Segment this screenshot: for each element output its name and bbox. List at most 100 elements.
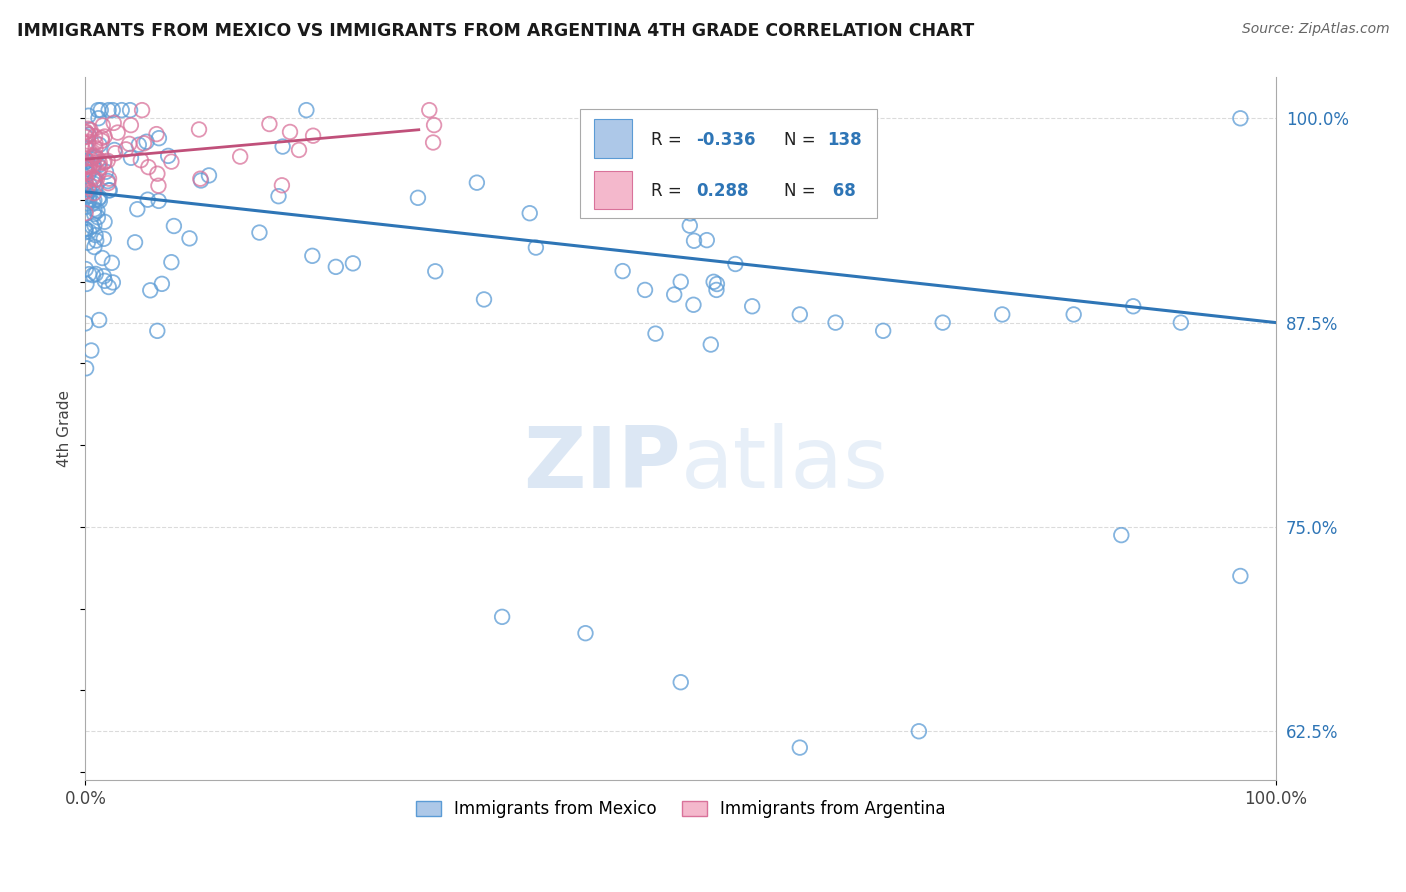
Point (120, 151, 142, 165)
Point (82, 268, 104, 282)
Point (83, 149, 105, 163)
Point (93, 154, 115, 169)
Point (706, 277, 728, 291)
Point (138, 160, 160, 174)
Point (679, 219, 702, 233)
Point (82, 151, 104, 165)
Text: -0.336: -0.336 (696, 130, 755, 149)
Point (706, 283, 728, 297)
Point (75, 130, 97, 145)
Point (132, 136, 155, 151)
Point (139, 283, 162, 297)
Point (129, 153, 152, 168)
Point (79, 188, 101, 202)
Text: 68: 68 (827, 182, 856, 200)
Point (82, 171, 104, 186)
Point (146, 324, 169, 338)
Point (86, 203, 108, 218)
Point (77, 167, 100, 181)
Point (76, 154, 98, 169)
Point (79, 159, 101, 173)
Point (79, 161, 101, 175)
Point (87, 166, 110, 180)
Point (97, 183, 120, 197)
Point (89, 313, 111, 327)
Point (97, 103, 120, 117)
Point (75, 222, 97, 236)
Point (97, 153, 120, 168)
Point (82, 169, 104, 184)
Legend: Immigrants from Mexico, Immigrants from Argentina: Immigrants from Mexico, Immigrants from … (409, 793, 952, 825)
Point (76, 141, 98, 155)
Point (90, 131, 112, 145)
Point (93, 269, 115, 284)
Point (824, 316, 846, 330)
Text: atlas: atlas (681, 423, 889, 506)
Point (157, 149, 180, 163)
Point (80, 219, 103, 234)
Point (75, 177, 97, 191)
Point (93, 274, 115, 288)
Point (77, 180, 100, 194)
Point (75, 185, 97, 199)
Point (76, 121, 98, 136)
Point (84, 148, 107, 162)
Point (278, 125, 301, 139)
Point (76, 165, 98, 179)
Point (79, 123, 101, 137)
Point (93, 215, 115, 229)
Point (131, 103, 153, 117)
Point (75, 190, 97, 204)
Point (75, 125, 97, 139)
Text: Source: ZipAtlas.com: Source: ZipAtlas.com (1241, 22, 1389, 37)
Point (76, 196, 98, 211)
Point (91, 119, 114, 133)
Point (425, 264, 447, 278)
Point (1229, 112, 1251, 126)
Point (83, 186, 105, 201)
Point (524, 241, 547, 255)
Point (75, 317, 97, 331)
Point (124, 235, 146, 250)
Point (229, 150, 252, 164)
Point (472, 293, 495, 307)
Bar (579, 109, 877, 218)
Bar (593, 120, 631, 158)
Point (406, 191, 429, 205)
Point (700, 337, 723, 351)
Point (75, 262, 97, 277)
Point (682, 298, 704, 312)
Point (86, 172, 108, 186)
Point (612, 264, 634, 278)
Point (83, 202, 105, 217)
Text: R =: R = (651, 182, 688, 200)
Point (271, 178, 294, 193)
Point (93, 232, 115, 246)
Point (98, 183, 121, 197)
Point (148, 178, 170, 193)
Point (1229, 569, 1251, 583)
Point (644, 326, 666, 341)
Point (77, 225, 100, 239)
Point (75, 361, 97, 376)
Point (101, 103, 124, 117)
Point (107, 126, 129, 140)
Point (89, 137, 111, 152)
Point (75, 160, 97, 174)
Point (160, 255, 183, 269)
Point (83, 194, 105, 208)
Point (118, 136, 141, 151)
Text: N =: N = (785, 130, 821, 149)
Point (115, 142, 138, 156)
Point (84, 129, 107, 144)
Point (89, 155, 111, 169)
Point (150, 277, 173, 291)
Point (128, 137, 150, 152)
Point (1170, 316, 1192, 330)
Point (75, 200, 97, 214)
Point (163, 219, 186, 233)
Point (249, 226, 271, 240)
Text: ZIP: ZIP (523, 423, 681, 506)
Point (75, 136, 97, 151)
Point (93, 129, 115, 144)
